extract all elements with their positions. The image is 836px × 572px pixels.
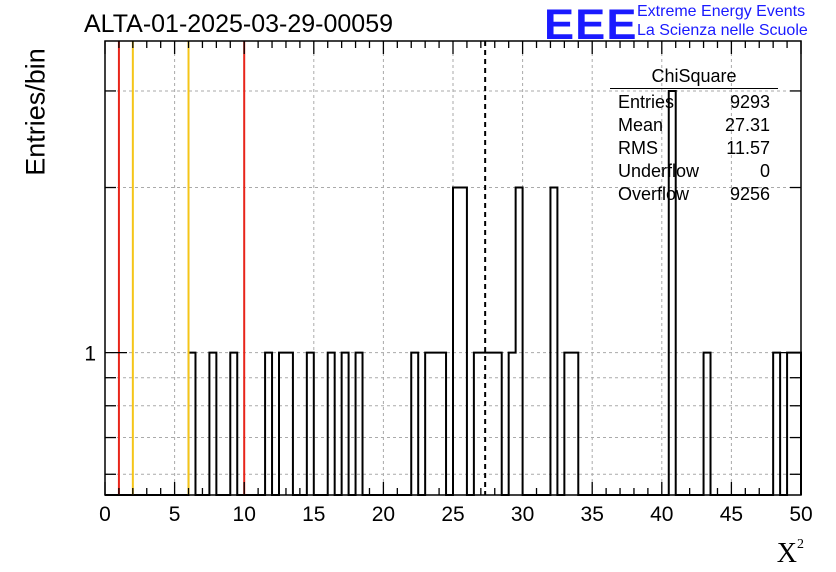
- stat-value: 11.57: [726, 138, 770, 158]
- x-axis-label: X2: [776, 537, 804, 569]
- run-title: ALTA-01-2025-03-29-00059: [84, 10, 393, 38]
- stat-value: 9293: [729, 92, 770, 112]
- stat-value: 9256: [729, 184, 770, 204]
- x-tick-label: 15: [302, 503, 325, 526]
- stats-row: Entries 9293: [610, 91, 778, 114]
- x-tick-label: 10: [233, 503, 256, 526]
- logo-subtitle-1: Extreme Energy Events: [637, 3, 806, 20]
- x-tick-label: 25: [441, 503, 464, 526]
- stats-row: RMS 11.57: [610, 137, 778, 160]
- stat-label: Overflow: [618, 184, 690, 204]
- x-tick-label: 0: [99, 503, 111, 526]
- stats-row: Underflow 0: [610, 160, 778, 183]
- stats-box: ChiSquare Entries 9293 Mean 27.31 RMS 11.57…: [610, 66, 778, 206]
- x-tick-label: 50: [789, 503, 812, 526]
- stat-label: Entries: [618, 92, 675, 112]
- stats-row: Overflow 9256: [610, 183, 778, 206]
- stat-value: 0: [759, 161, 770, 181]
- x-tick-label: 45: [720, 503, 743, 526]
- logo-subtitle-2: La Scienza nelle Scuole: [637, 22, 808, 39]
- x-tick-label: 40: [650, 503, 673, 526]
- stats-row: Mean 27.31: [610, 114, 778, 137]
- stat-label: Underflow: [618, 161, 700, 181]
- eee-logo: EEE: [544, 1, 638, 49]
- x-tick-label: 35: [581, 503, 604, 526]
- stat-label: Mean: [618, 115, 664, 135]
- stats-title: ChiSquare: [610, 66, 778, 89]
- stat-value: 27.31: [724, 115, 770, 135]
- stat-label: RMS: [618, 138, 658, 158]
- y-axis-label: Entries/bin: [20, 48, 51, 176]
- y-tick-label: 1: [84, 343, 96, 366]
- x-tick-label: 30: [511, 503, 534, 526]
- x-tick-label: 20: [372, 503, 395, 526]
- x-tick-label: 5: [169, 503, 181, 526]
